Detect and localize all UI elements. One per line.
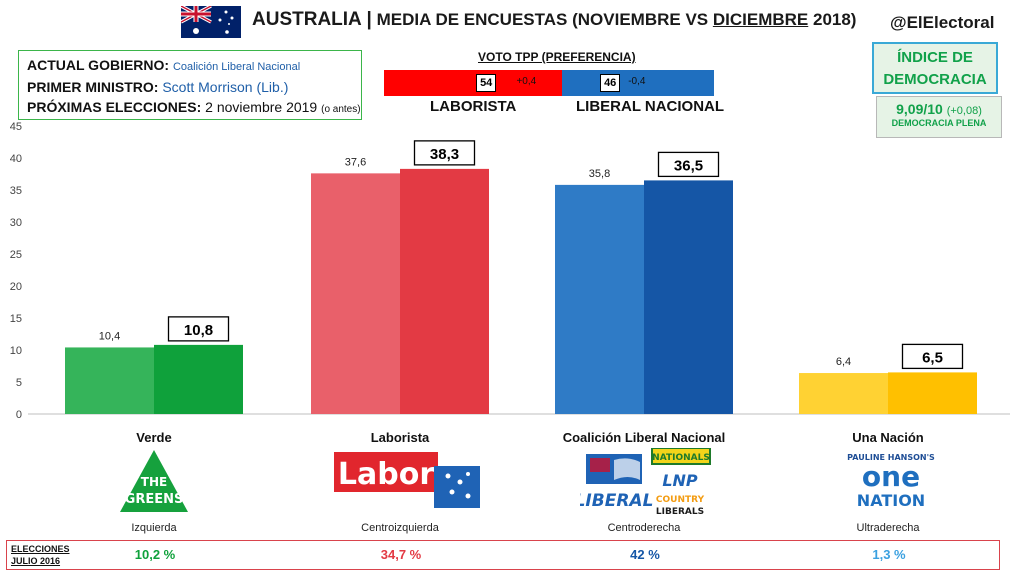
ideology-coalicion: Centroderecha	[607, 522, 681, 534]
tpp-labor-value: 54	[476, 74, 497, 92]
democracy-index-title: ÍNDICE DE DEMOCRACIA	[872, 42, 998, 94]
ideology-una-nacion: Ultraderecha	[856, 522, 920, 534]
y-tick-label: 20	[10, 281, 22, 293]
prime-minister-row: PRIMER MINISTRO: Scott Morrison (Lib.)	[27, 79, 289, 95]
elections-2016-coalicion: 42 %	[630, 547, 660, 562]
data-label-curr: 6,5	[922, 349, 943, 366]
data-label-curr: 38,3	[430, 146, 459, 163]
y-tick-label: 30	[10, 217, 22, 229]
y-tick-label: 15	[10, 313, 22, 325]
tpp-bar: 54 +0,4 46 -0,4	[384, 70, 714, 96]
svg-text:NATION: NATION	[857, 491, 925, 510]
tpp-coalition-label: LIBERAL NACIONAL	[576, 98, 725, 115]
y-tick-label: 10	[10, 345, 22, 357]
prime-minister-value: Scott Morrison (Lib.)	[162, 79, 289, 95]
svg-text:LIBERALS: LIBERALS	[656, 507, 704, 517]
data-label-prev: 10,4	[99, 330, 120, 342]
y-tick-label: 35	[10, 185, 22, 197]
svg-text:GREENS: GREENS	[125, 492, 184, 507]
elections-2016-laborista: 34,7 %	[380, 547, 422, 562]
elections-2016-una-nacion: 1,3 %	[872, 547, 906, 562]
svg-text:LNP: LNP	[662, 471, 698, 490]
author-handle: @ElElectoral	[890, 13, 995, 32]
page-title: AUSTRALIA | MEDIA DE ENCUESTAS (NOVIEMBR…	[252, 9, 857, 30]
bar-curr-1	[400, 168, 489, 414]
labor-logo: Labor	[334, 452, 480, 508]
y-tick-label: 40	[10, 153, 22, 165]
data-label-curr: 36,5	[674, 157, 703, 174]
svg-text:COUNTRY: COUNTRY	[656, 495, 705, 505]
data-label-curr-box	[657, 151, 720, 178]
party-name-una-nacion: Una Nación	[852, 430, 924, 445]
party-name-coalicion: Coalición Liberal Nacional	[562, 430, 726, 445]
democracy-category: DEMOCRACIA PLENA	[891, 118, 987, 128]
bar-prev-1	[311, 173, 400, 414]
tpp-coalition-delta: -0,4	[628, 76, 646, 87]
current-government-row: ACTUAL GOBIERNO: Coalición Liberal Nacio…	[27, 57, 301, 73]
coalition-logos: LIBERAL NATIONALS LNP COUNTRY LIBERALS	[580, 448, 711, 517]
svg-text:one: one	[862, 460, 920, 493]
ideology-laborista: Centroizquierda	[361, 522, 439, 534]
bar-curr-2	[644, 180, 733, 414]
tpp-coalition-segment: 46 -0,4	[562, 70, 714, 96]
democracy-score: 9,09/10 (+0,08)	[896, 101, 982, 117]
svg-text:NATIONALS: NATIONALS	[652, 453, 710, 463]
current-government-value: Coalición Liberal Nacional	[172, 61, 301, 73]
y-tick-label: 45	[10, 121, 22, 133]
greens-logo: THE GREENS	[120, 450, 188, 512]
bar-prev-2	[555, 184, 644, 414]
party-name-verde: Verde	[136, 430, 172, 445]
data-label-curr-box	[167, 316, 230, 342]
tpp-labor-label: LABORISTA	[430, 98, 517, 115]
data-label-curr-box	[413, 140, 476, 166]
y-tick-label: 5	[16, 377, 22, 389]
democracy-index-panel: 9,09/10 (+0,08) DEMOCRACIA PLENA	[876, 96, 1002, 138]
next-elections-row: PRÓXIMAS ELECCIONES: 2 noviembre 2019 (o…	[27, 99, 361, 115]
bar-prev-0	[65, 347, 154, 414]
party-name-laborista: Laborista	[370, 430, 430, 445]
tpp-coalition-value: 46	[600, 74, 621, 92]
svg-text:Labor: Labor	[338, 457, 434, 492]
tpp-title: VOTO TPP (PREFERENCIA)	[478, 50, 636, 64]
y-tick-label: 0	[16, 409, 22, 421]
svg-text:THE: THE	[141, 475, 167, 489]
y-tick-label: 25	[10, 249, 22, 261]
bar-curr-3	[888, 372, 977, 414]
government-info-box: ACTUAL GOBIERNO: Coalición Liberal Nacio…	[18, 50, 362, 120]
elections-2016-box: ELECCIONES JULIO 2016 10,2 % 34,7 % 42 %…	[6, 540, 1000, 570]
data-label-curr: 10,8	[184, 322, 213, 339]
bar-curr-0	[154, 344, 243, 414]
data-label-prev: 6,4	[836, 356, 851, 368]
bar-prev-3	[799, 373, 888, 414]
svg-text:PAULINE HANSON'S: PAULINE HANSON'S	[847, 453, 935, 462]
data-label-curr-box	[901, 343, 964, 370]
elections-2016-label: ELECCIONES JULIO 2016	[11, 544, 70, 566]
poll-bar-chart: 0 5 10 15 20 25 30 35 40 45 10,4 10,8 37,6 38,3 35,8 36…	[10, 121, 1010, 421]
next-elections-value: 2 noviembre 2019	[205, 99, 318, 115]
elections-2016-verde: 10,2 %	[134, 547, 176, 562]
australia-flag-icon	[181, 6, 241, 38]
svg-text:LIBERAL: LIBERAL	[580, 491, 653, 511]
data-label-prev: 37,6	[345, 156, 366, 168]
tpp-labor-segment: 54 +0,4	[384, 70, 563, 96]
data-label-prev: 35,8	[589, 168, 610, 180]
one-nation-logo: PAULINE HANSON'S one NATION	[847, 453, 935, 510]
tpp-labor-delta: +0,4	[516, 76, 537, 87]
ideology-verde: Izquierda	[131, 522, 177, 534]
